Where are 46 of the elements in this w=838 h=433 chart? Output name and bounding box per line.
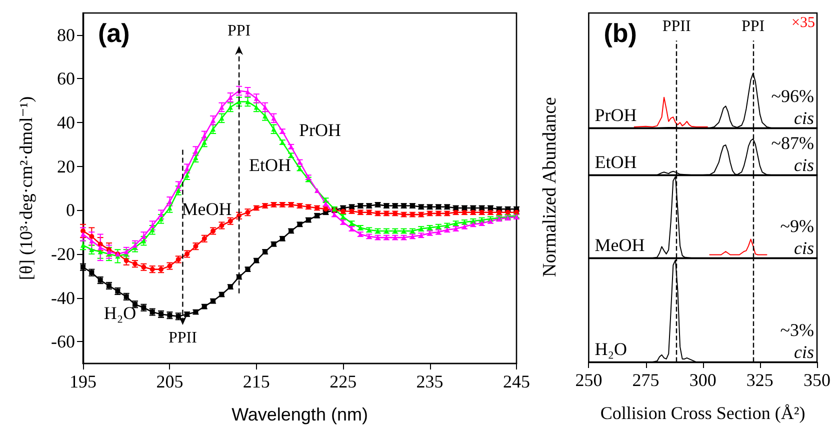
y-tick-label: 40	[57, 112, 75, 133]
chart-title: (b)	[604, 18, 637, 48]
x-tick-label: 325	[746, 370, 774, 390]
annotation: cis	[794, 238, 814, 258]
x-tick-label: 350	[804, 370, 830, 390]
chart-title: (a)	[98, 18, 130, 48]
x-tick-label: 275	[632, 370, 660, 390]
annotation: PrOH	[594, 105, 637, 125]
annotation: MeOH	[182, 199, 232, 219]
ref-line-label: PPII	[168, 330, 197, 347]
y-axis-title: [θ] (10³·deg·cm²·dmol⁻¹)	[16, 96, 36, 280]
y-tick-label: -40	[51, 288, 75, 308]
annotation: ~9%	[780, 216, 814, 236]
x-tick-label: 250	[575, 370, 602, 390]
annotation: PrOH	[298, 120, 342, 140]
x-tick-label: 225	[330, 372, 357, 392]
annotation: EtOH	[594, 152, 637, 172]
annotation: H₂O	[594, 339, 627, 359]
y-tick-label: -20	[51, 244, 75, 264]
annotation: EtOH	[249, 155, 291, 175]
ref-line-label: PPI	[227, 22, 251, 40]
annotation: ~3%	[780, 320, 814, 340]
x-tick-label: 195	[70, 372, 96, 392]
annotation: cis	[794, 108, 814, 128]
annotation: ~87%	[771, 133, 814, 153]
y-tick-label: 80	[57, 24, 75, 45]
x-tick-label: 300	[689, 370, 716, 390]
x-tick-label: 245	[503, 372, 530, 392]
ref-line-label: PPI	[742, 18, 765, 36]
annotation: cis	[794, 342, 814, 362]
x-axis-title: Wavelength (nm)	[232, 404, 368, 424]
y-tick-label: 20	[57, 156, 75, 176]
annotation: ~96%	[771, 86, 814, 106]
x-tick-label: 205	[156, 372, 184, 392]
y-axis-title: Normalized Abundance	[540, 97, 560, 277]
x-tick-label: 215	[242, 372, 270, 392]
x-axis-title: Collision Cross Section (Å²)	[600, 403, 806, 423]
y-tick-label: 0	[66, 200, 75, 220]
annotation: MeOH	[594, 235, 645, 255]
annotation: cis	[794, 155, 814, 175]
y-tick-label: 60	[57, 68, 75, 89]
text: ×35	[792, 15, 815, 31]
annotation: H₂O	[104, 303, 136, 323]
x-tick-label: 235	[416, 372, 444, 392]
y-tick-label: -60	[51, 332, 75, 352]
ref-line-label: PPII	[662, 18, 691, 36]
